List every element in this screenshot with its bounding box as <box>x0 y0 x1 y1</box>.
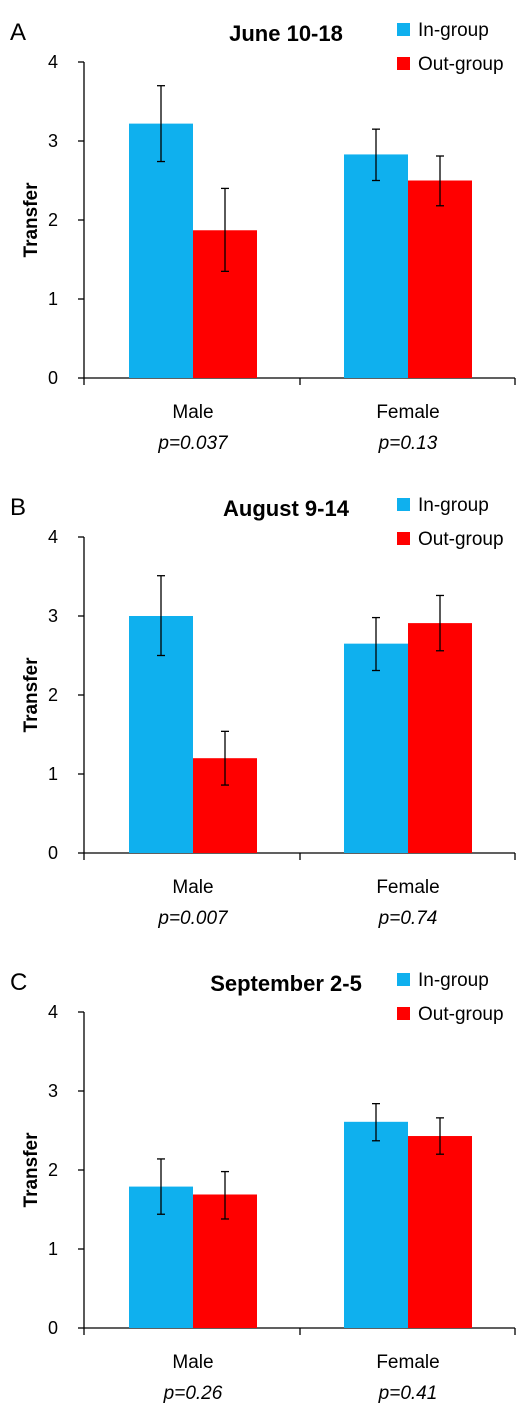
legend-label: Out-group <box>418 1004 504 1025</box>
bar-in-group-female <box>344 154 408 378</box>
p-value-label: p=0.13 <box>378 433 438 454</box>
x-category-label: Female <box>376 1352 439 1373</box>
y-tick-label: 4 <box>48 52 58 72</box>
legend-label: Out-group <box>418 54 504 75</box>
y-tick-label: 3 <box>48 1081 58 1101</box>
x-category-label: Male <box>172 1352 213 1373</box>
y-tick-label: 3 <box>48 131 58 151</box>
p-value-label: p=0.007 <box>157 908 229 929</box>
y-tick-label: 2 <box>48 685 58 705</box>
y-tick-label: 0 <box>48 1318 58 1338</box>
y-tick-label: 1 <box>48 289 58 309</box>
x-category-label: Female <box>376 402 439 423</box>
y-tick-label: 2 <box>48 210 58 230</box>
legend-swatch <box>397 532 410 545</box>
bar-out-group-female <box>408 1136 472 1328</box>
y-tick-label: 4 <box>48 1002 58 1022</box>
p-value-label: p=0.26 <box>163 1383 223 1403</box>
p-value-label: p=0.41 <box>378 1383 438 1403</box>
chart-panel-c: C September 2-5 In-group Out-group 0 1 2 3 4 Tran… <box>10 969 516 1403</box>
y-tick-label: 3 <box>48 606 58 626</box>
p-value-label: p=0.74 <box>378 908 438 929</box>
y-tick-label: 1 <box>48 1239 58 1259</box>
bar-in-group-female <box>344 1121 408 1328</box>
legend-swatch <box>397 498 410 511</box>
chart-panel-a: A June 10-18 In-group Out-group 0 1 2 3 4 Transfe… <box>10 19 516 454</box>
bar-in-group-male <box>129 123 193 379</box>
legend-label: In-group <box>418 20 489 41</box>
legend: In-group Out-group <box>397 495 504 550</box>
x-category-label: Male <box>172 877 213 898</box>
bar-out-group-female <box>408 623 472 853</box>
chart-title: August 9-14 <box>223 496 350 521</box>
y-tick-label: 0 <box>48 368 58 388</box>
p-value-label: p=0.037 <box>157 433 229 454</box>
x-category-label: Female <box>376 877 439 898</box>
x-category-label: Male <box>172 402 213 423</box>
y-tick-label: 2 <box>48 1160 58 1180</box>
chart-panel-b: B August 9-14 In-group Out-group 0 1 2 3 4 Transf… <box>10 494 516 929</box>
y-axis-label: Transfer <box>21 182 42 258</box>
legend-swatch <box>397 973 410 986</box>
legend-label: Out-group <box>418 529 504 550</box>
legend-label: In-group <box>418 970 489 991</box>
y-tick-label: 1 <box>48 764 58 784</box>
legend-label: In-group <box>418 495 489 516</box>
y-tick-label: 0 <box>48 843 58 863</box>
bar-out-group-female <box>408 180 472 378</box>
panel-letter: A <box>10 19 26 46</box>
y-axis-label: Transfer <box>21 1132 42 1208</box>
legend-swatch <box>397 23 410 36</box>
panel-letter: B <box>10 494 26 521</box>
legend: In-group Out-group <box>397 970 504 1025</box>
chart-title: June 10-18 <box>229 21 343 46</box>
panel-letter: C <box>10 969 27 996</box>
legend-swatch <box>397 1007 410 1020</box>
chart-title: September 2-5 <box>210 971 362 996</box>
y-axis-label: Transfer <box>21 657 42 733</box>
y-tick-label: 4 <box>48 527 58 547</box>
legend: In-group Out-group <box>397 20 504 75</box>
bar-in-group-female <box>344 643 408 853</box>
legend-swatch <box>397 57 410 70</box>
